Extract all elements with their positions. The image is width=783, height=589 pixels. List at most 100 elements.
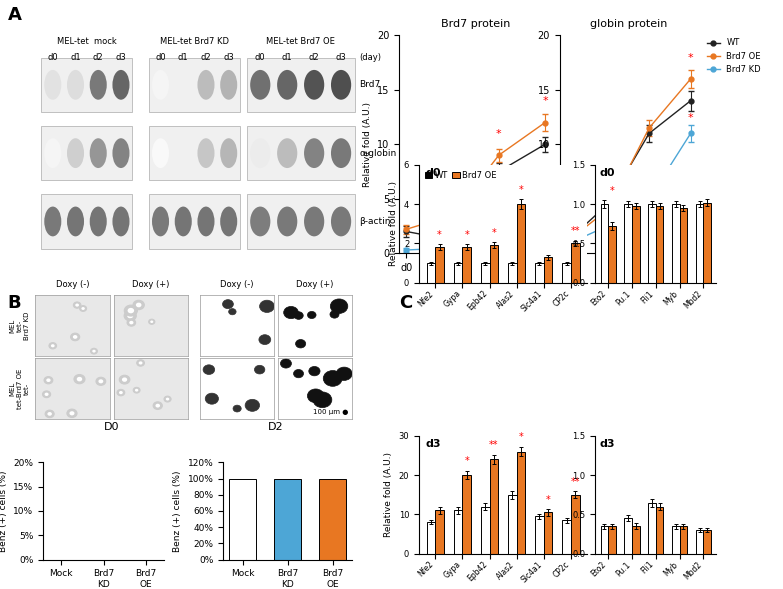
Text: *: * [437,230,442,240]
Circle shape [81,307,85,310]
Circle shape [67,409,77,418]
Bar [571,495,579,554]
Text: MEL-tet Brd7 OE: MEL-tet Brd7 OE [266,37,335,45]
Bar [535,263,543,283]
Bar [703,203,711,283]
Title: globin protein: globin protein [590,19,667,29]
Text: *: * [496,194,502,204]
Ellipse shape [175,138,192,168]
Circle shape [294,369,304,378]
Ellipse shape [90,70,106,100]
Bar [427,263,435,283]
Ellipse shape [113,207,129,236]
Circle shape [92,350,96,353]
Ellipse shape [331,207,351,236]
Circle shape [129,321,133,325]
Circle shape [260,300,274,313]
Bar [517,452,525,554]
Circle shape [44,376,52,384]
Bar [562,520,571,554]
Text: α-globin: α-globin [359,148,397,158]
Circle shape [137,360,144,366]
Text: d0: d0 [600,168,615,178]
Text: *: * [646,173,652,183]
Bar [608,226,615,283]
Text: d0: d0 [48,53,58,62]
Circle shape [127,319,135,326]
Ellipse shape [45,138,61,168]
Circle shape [259,335,271,345]
Bar [632,526,640,554]
Text: d2: d2 [200,53,211,62]
Bar [274,478,301,560]
Ellipse shape [113,138,129,168]
Bar [656,507,663,554]
Bar [543,512,553,554]
Text: *: * [492,228,496,238]
Text: d3: d3 [426,439,441,449]
Text: d3: d3 [223,53,234,62]
Bar [535,517,543,554]
Circle shape [205,393,218,404]
Text: B: B [8,294,21,313]
Ellipse shape [67,138,84,168]
Bar [508,495,517,554]
Bar [149,126,240,180]
Circle shape [283,306,298,319]
Bar [41,58,132,112]
Circle shape [166,398,169,401]
Legend: WT, Brd7 OE: WT, Brd7 OE [423,169,498,181]
Text: d0: d0 [255,53,265,62]
Bar [247,194,355,249]
Circle shape [127,313,133,318]
Y-axis label: Relative fold (A.U.): Relative fold (A.U.) [384,452,393,537]
Ellipse shape [175,207,192,236]
Ellipse shape [277,70,298,100]
Bar [624,204,632,283]
Circle shape [51,344,55,348]
Text: *: * [687,52,694,62]
Circle shape [45,393,49,396]
Bar [543,257,553,283]
Circle shape [91,348,97,354]
Circle shape [74,302,81,308]
Text: d1: d1 [282,53,293,62]
Ellipse shape [152,207,169,236]
Bar [229,478,256,560]
Circle shape [75,303,79,307]
Bar [648,502,656,554]
Bar [601,204,608,283]
Circle shape [46,378,51,382]
Text: Brd7: Brd7 [359,80,381,90]
Ellipse shape [67,70,84,100]
Ellipse shape [277,138,298,168]
Text: **: ** [571,226,580,236]
Circle shape [133,388,140,393]
Bar [481,263,489,283]
Text: β-actin: β-actin [359,217,391,226]
Text: d0: d0 [426,168,441,178]
Text: MEL-tet  mock: MEL-tet mock [57,37,117,45]
Ellipse shape [197,138,215,168]
Text: *: * [496,129,502,139]
Circle shape [330,299,348,313]
Text: d3: d3 [600,439,615,449]
Bar [41,194,132,249]
Text: d1: d1 [178,53,189,62]
Bar [508,263,517,283]
Bar [672,526,680,554]
Bar [571,243,579,283]
Y-axis label: Benz (+) cells (%): Benz (+) cells (%) [0,470,8,552]
Text: MEL
tet-
Brd7 KD: MEL tet- Brd7 KD [9,311,30,340]
Ellipse shape [152,138,169,168]
Circle shape [156,403,160,408]
Bar [453,263,463,283]
Text: A: A [8,6,22,24]
Legend: WT, Brd7 OE, Brd7 KD: WT, Brd7 OE, Brd7 KD [704,35,764,77]
Ellipse shape [152,70,169,100]
Ellipse shape [251,70,270,100]
Text: *: * [543,96,548,106]
Circle shape [128,308,134,313]
Circle shape [309,366,320,376]
Text: **: ** [571,477,580,487]
